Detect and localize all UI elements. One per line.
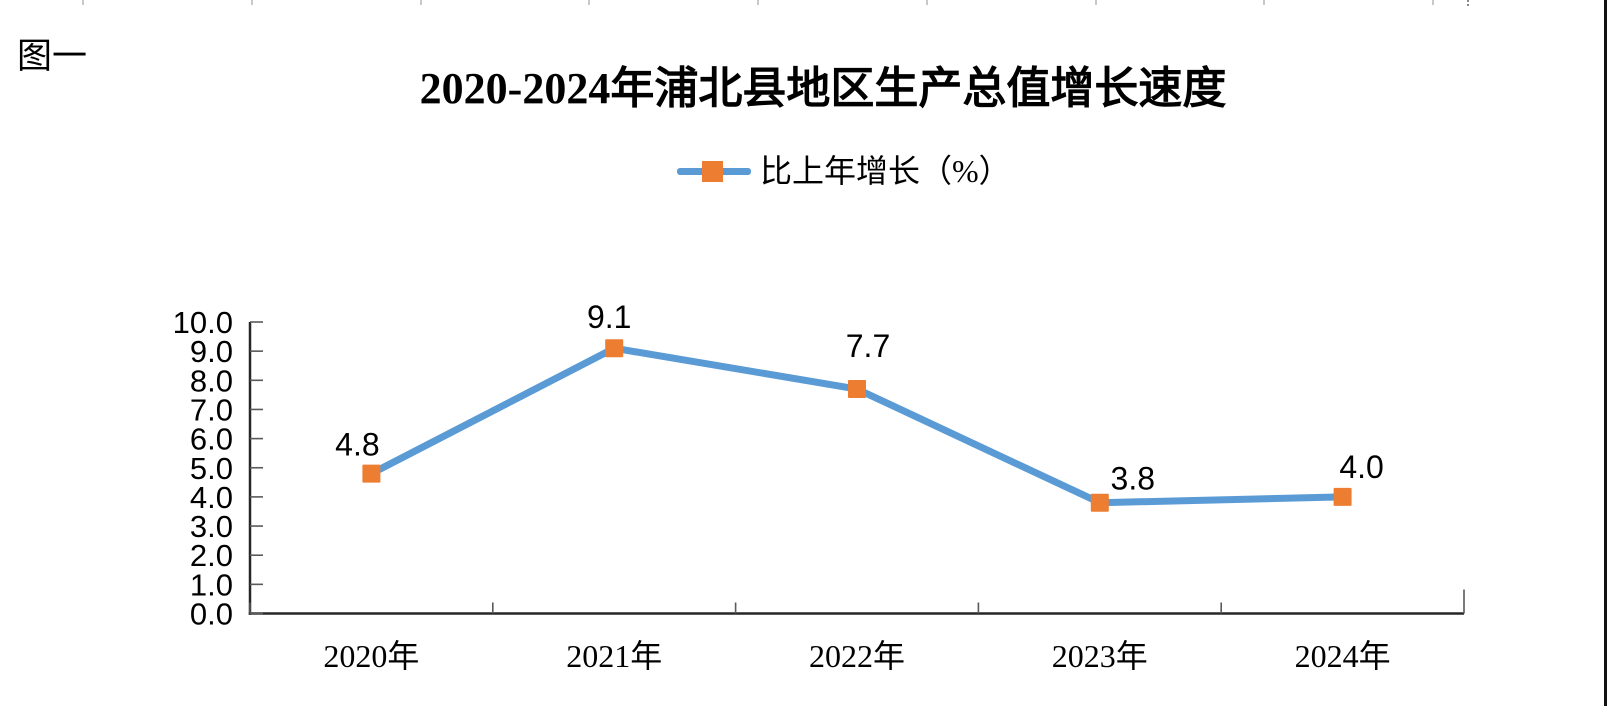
x-axis-label: 2022年 — [809, 638, 905, 674]
y-tick-label: 2.0 — [190, 538, 233, 573]
y-tick-label: 6.0 — [190, 422, 233, 457]
ruler-dash — [1467, 4, 1469, 6]
data-value-label: 3.8 — [1111, 461, 1155, 497]
ruler-tick — [1095, 0, 1097, 5]
data-value-label: 9.1 — [587, 299, 631, 335]
ruler-tick — [588, 0, 590, 5]
data-point-marker — [362, 464, 381, 483]
y-tick-label: 8.0 — [190, 363, 233, 398]
y-tick-label: 4.0 — [190, 480, 233, 515]
data-value-label: 4.8 — [335, 427, 379, 463]
page-right-border — [1604, 0, 1607, 706]
data-value-label: 4.0 — [1339, 449, 1383, 485]
legend-label: 比上年增长（%） — [760, 153, 1011, 189]
y-tick-label: 1.0 — [190, 567, 233, 602]
ruler-tick — [757, 0, 759, 5]
data-point-marker — [605, 339, 624, 358]
y-tick-label: 7.0 — [190, 392, 233, 427]
legend: 比上年增长（%） — [677, 154, 1011, 188]
x-axis-label: 2024年 — [1295, 638, 1391, 674]
ruler-tick — [82, 0, 84, 5]
ruler-dash — [1467, 0, 1469, 2]
ruler-tick — [1432, 0, 1434, 5]
data-point-marker — [848, 380, 866, 399]
x-axis-label: 2021年 — [566, 638, 662, 674]
ruler-tick — [420, 0, 422, 5]
ruler-tick — [1263, 0, 1265, 5]
ruler-tick — [926, 0, 928, 5]
ruler-tick — [251, 0, 253, 5]
figure-label: 图一 — [17, 37, 88, 76]
chart-title: 2020-2024年浦北县地区生产总值增长速度 — [419, 64, 1227, 113]
x-axis-label: 2020年 — [323, 638, 419, 674]
data-value-label: 7.7 — [846, 328, 890, 364]
data-point-marker — [1090, 493, 1109, 512]
x-axis-label: 2023年 — [1052, 638, 1148, 674]
series-line — [367, 344, 1347, 507]
y-tick-label: 9.0 — [190, 334, 233, 369]
y-tick-label: 0.0 — [190, 597, 233, 632]
legend-key — [677, 154, 751, 188]
y-tick-label: 3.0 — [190, 509, 233, 544]
legend-marker-icon — [702, 161, 723, 182]
data-point-marker — [1333, 487, 1352, 506]
y-tick-label: 10.0 — [173, 305, 233, 340]
y-tick-label: 5.0 — [190, 451, 233, 486]
